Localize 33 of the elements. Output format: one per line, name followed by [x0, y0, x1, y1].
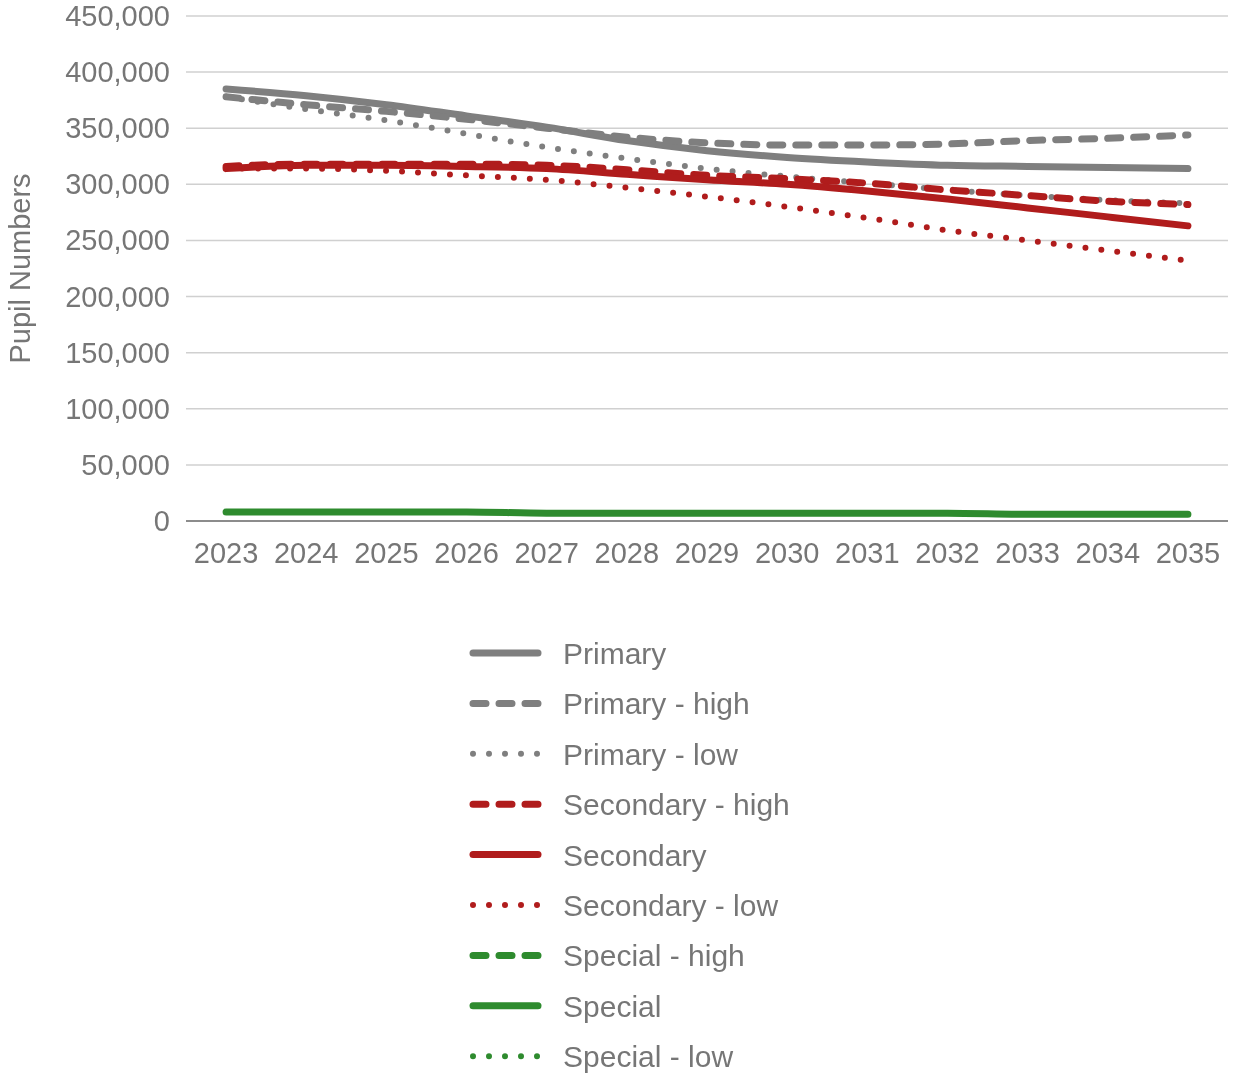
- legend-label: Special - high: [563, 938, 745, 972]
- x-tick-label: 2031: [835, 537, 900, 569]
- y-tick-label: 100,000: [65, 392, 170, 425]
- legend-label: Primary: [563, 636, 667, 670]
- legend-label: Secondary - low: [563, 888, 779, 922]
- legend-label: Secondary - high: [563, 787, 790, 821]
- legend-label: Primary - low: [563, 737, 739, 771]
- y-tick-label: 350,000: [65, 112, 170, 145]
- legend-label: Special - low: [563, 1039, 734, 1073]
- y-tick-label: 0: [153, 505, 170, 537]
- legend-label: Secondary: [563, 838, 707, 872]
- x-tick-label: 2024: [273, 537, 339, 569]
- x-tick-label: 2030: [754, 537, 820, 569]
- y-tick-label: 450,000: [65, 0, 170, 32]
- x-tick-label: 2029: [674, 537, 740, 569]
- y-axis-title: Pupil Numbers: [4, 173, 36, 364]
- y-tick-label: 300,000: [65, 168, 170, 201]
- y-tick-label: 400,000: [65, 56, 170, 89]
- x-tick-label: 2032: [915, 537, 980, 569]
- legend-label: Special: [563, 989, 662, 1023]
- x-tick-label: 2033: [995, 537, 1060, 569]
- x-tick-label: 2025: [354, 537, 419, 569]
- y-tick-label: 200,000: [65, 280, 170, 313]
- y-tick-label: 50,000: [81, 448, 170, 481]
- x-tick-label: 2027: [514, 537, 579, 569]
- legend-label: Primary - high: [563, 686, 750, 720]
- y-tick-label: 250,000: [65, 224, 170, 257]
- y-tick-label: 150,000: [65, 336, 170, 369]
- x-tick-label: 2026: [434, 537, 499, 569]
- x-tick-label: 2035: [1155, 537, 1221, 569]
- x-tick-label: 2028: [594, 537, 660, 569]
- x-tick-label: 2023: [193, 537, 259, 569]
- x-tick-label: 2034: [1075, 537, 1141, 569]
